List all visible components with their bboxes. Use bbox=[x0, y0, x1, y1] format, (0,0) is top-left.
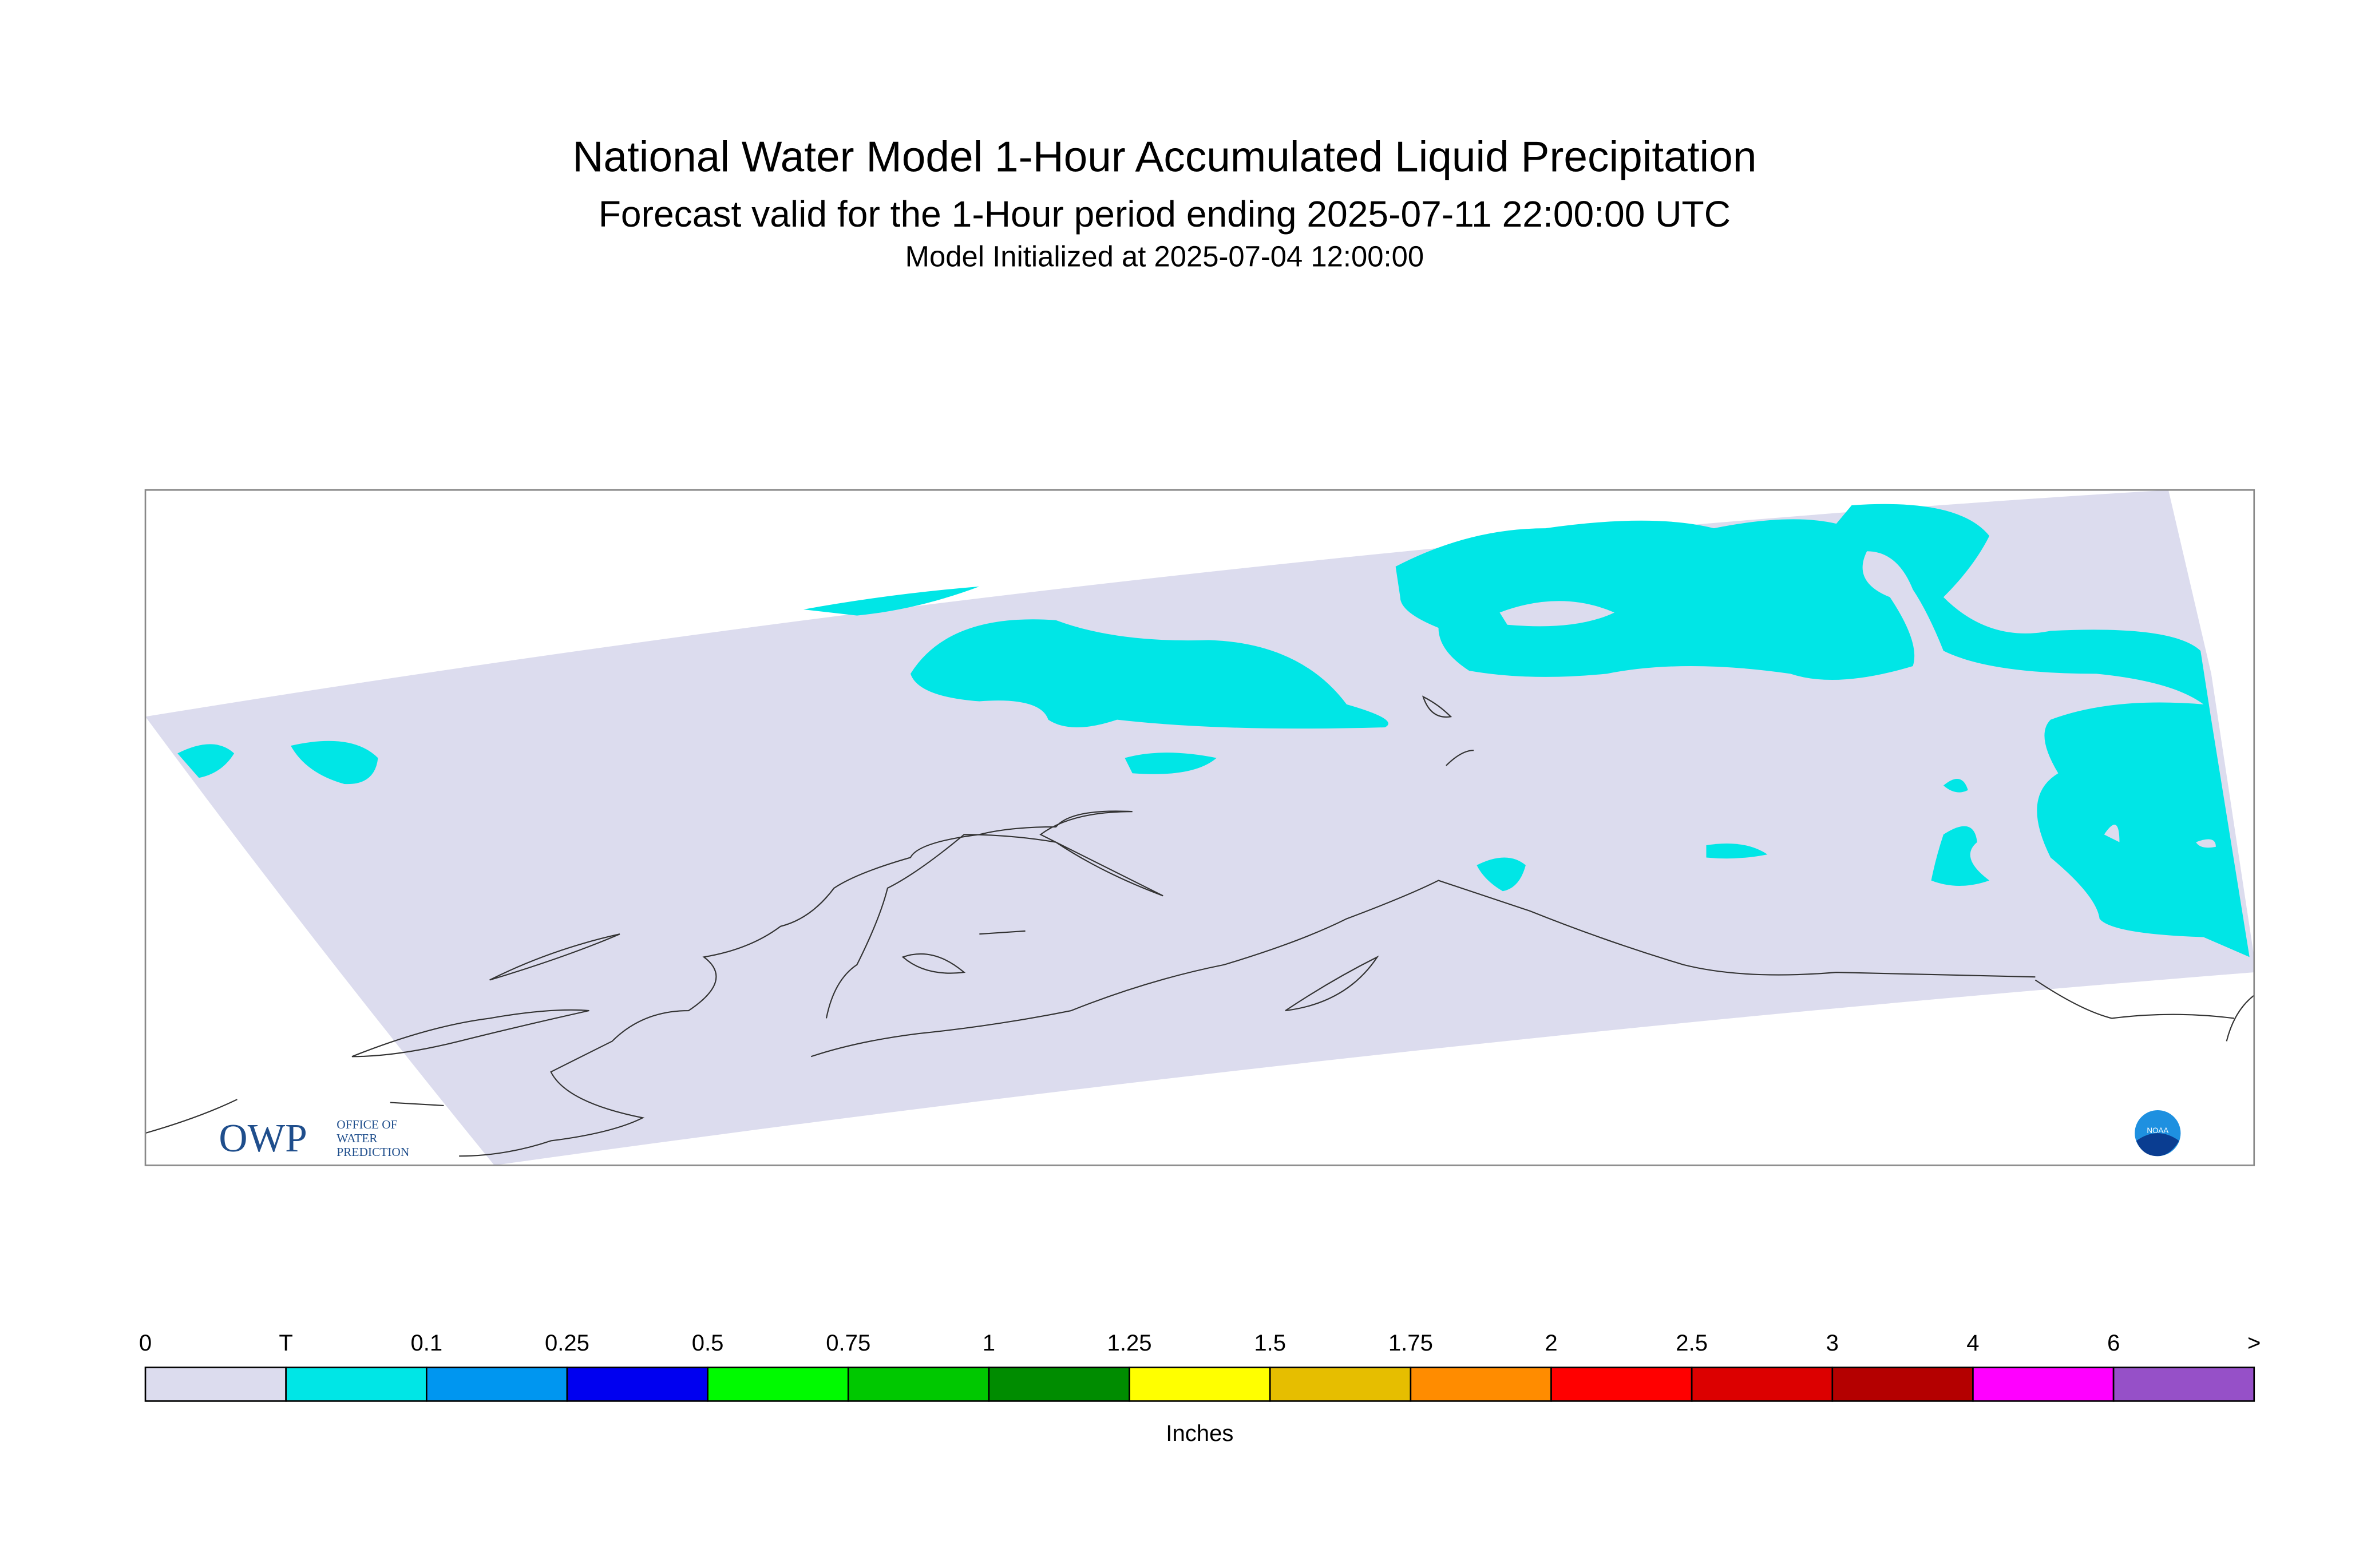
precip-areas bbox=[177, 504, 2250, 957]
colorbar-box bbox=[847, 1367, 990, 1402]
owp-text: OWP bbox=[219, 1116, 307, 1161]
colorbar-box bbox=[1410, 1367, 1552, 1402]
colorbar-label: 3 bbox=[1826, 1330, 1839, 1356]
colorbar-box bbox=[566, 1367, 708, 1402]
colorbar-label: 0.5 bbox=[692, 1330, 724, 1356]
noaa-wave bbox=[2136, 1133, 2179, 1157]
noaa-text: NOAA bbox=[2147, 1126, 2168, 1135]
colorbar-label: 1 bbox=[983, 1330, 995, 1356]
noaa-logo: NOAA bbox=[2135, 1110, 2181, 1157]
colorbar-box bbox=[1831, 1367, 1974, 1402]
colorbar-label: 0.1 bbox=[410, 1330, 442, 1356]
colorbar-label: 0 bbox=[139, 1330, 152, 1356]
colorbar-box bbox=[144, 1367, 287, 1402]
colorbar-label: 1.75 bbox=[1388, 1330, 1433, 1356]
title: National Water Model 1-Hour Accumulated … bbox=[572, 133, 1756, 181]
owp-logo: OWP OFFICE OF WATER PREDICTION bbox=[219, 1116, 409, 1161]
map: OWP OFFICE OF WATER PREDICTION NOAA bbox=[144, 489, 2255, 1166]
colorbar-label: T bbox=[279, 1330, 293, 1356]
colorbar-box bbox=[988, 1367, 1130, 1402]
colorbar-box bbox=[1269, 1367, 1412, 1402]
colorbar-label: 1.25 bbox=[1107, 1330, 1152, 1356]
map-frame bbox=[144, 489, 2255, 1166]
colorbar-box bbox=[285, 1367, 428, 1402]
colorbar-box bbox=[1550, 1367, 1693, 1402]
colorbar-box bbox=[1129, 1367, 1271, 1402]
colorbar-box bbox=[1972, 1367, 2115, 1402]
colorbar-units: Inches bbox=[1166, 1420, 1233, 1446]
colorbar: 0 T 0.1 0.25 0.5 0.75 1 1.25 1.5 1.75 2 2.5 3 4 6 > bbox=[139, 1330, 2261, 1402]
colorbar-label: 6 bbox=[2107, 1330, 2120, 1356]
owp-line: PREDICTION bbox=[337, 1145, 409, 1159]
subtitle: Forecast valid for the 1-Hour period end… bbox=[599, 193, 1731, 235]
colorbar-box bbox=[2112, 1367, 2255, 1402]
colorbar-label: 4 bbox=[1966, 1330, 1979, 1356]
colorbar-label: 0.75 bbox=[826, 1330, 870, 1356]
colorbar-box bbox=[1691, 1367, 1834, 1402]
coastlines bbox=[145, 695, 2254, 1157]
owp-line: WATER bbox=[337, 1131, 378, 1145]
colorbar-label: 2.5 bbox=[1676, 1330, 1708, 1356]
owp-line: OFFICE OF bbox=[337, 1118, 397, 1131]
init-time: Model Initialized at 2025-07-04 12:00:00 bbox=[905, 240, 1424, 273]
holes bbox=[1499, 601, 2216, 848]
colorbar-label: 0.25 bbox=[545, 1330, 589, 1356]
colorbar-label: 2 bbox=[1545, 1330, 1557, 1356]
colorbar-label: > bbox=[2247, 1330, 2261, 1356]
colorbar-box bbox=[425, 1367, 568, 1402]
colorbar-box bbox=[707, 1367, 849, 1402]
colorbar-label: 1.5 bbox=[1254, 1330, 1286, 1356]
